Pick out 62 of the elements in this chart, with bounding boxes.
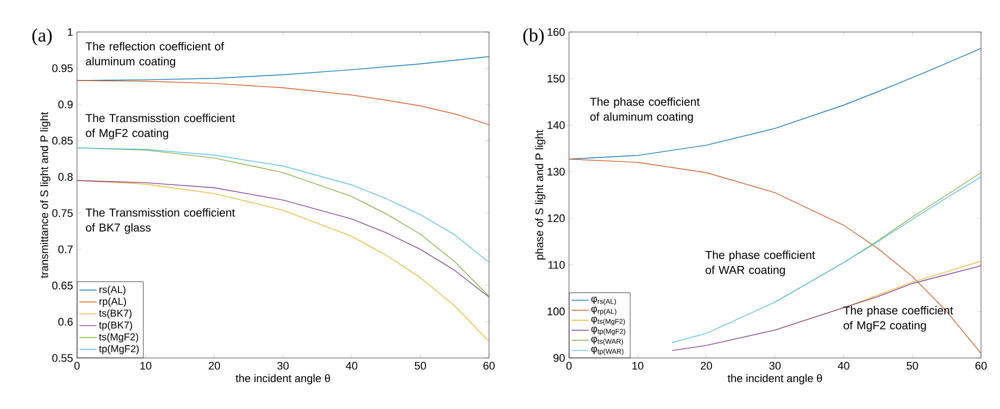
line-series — [568, 48, 982, 160]
legend-label: φ$_{ts(MgF2)}$ — [591, 316, 625, 326]
y-axis-title: transmittance of S light and P light — [40, 112, 50, 278]
annotation: The reflection coefficient of aluminum coating — [86, 42, 224, 68]
annotation: The phase coefficient of WAR coating — [705, 250, 816, 276]
y-tick-label: 0.9 — [58, 100, 73, 108]
legend-label: φ$_{ts(WAR)}$ — [591, 336, 624, 346]
x-axis-title: the incident angle θ — [728, 374, 822, 384]
chart-title: (b) — [523, 28, 544, 46]
x-tick-label: 0 — [74, 362, 80, 370]
y-tick-label: 120 — [548, 214, 565, 222]
y-tick-label: 130 — [548, 168, 565, 176]
line-series — [568, 158, 982, 354]
legend-label: ts(MgF2) — [99, 333, 138, 342]
y-tick-label: 90 — [553, 354, 565, 362]
legend-label: tp(MgF2) — [99, 344, 139, 354]
x-tick-label: 40 — [346, 362, 358, 370]
y-tick-label: 0.55 — [52, 354, 73, 362]
x-axis-title: the incident angle θ — [236, 374, 330, 384]
y-tick-label: 0.7 — [58, 245, 73, 254]
legend-label: rs(AL) — [100, 286, 126, 295]
annotation: The Transmisstion coefficient of BK7 glass — [86, 208, 235, 234]
y-tick-label: 140 — [548, 121, 565, 130]
x-tick-label: 20 — [700, 362, 712, 370]
x-tick-label: 50 — [414, 362, 426, 370]
y-tick-label: 1 — [68, 28, 73, 36]
line-series — [76, 80, 490, 126]
y-tick-label: 0.8 — [58, 173, 73, 181]
y-tick-label: 100 — [548, 308, 565, 316]
line-series — [76, 148, 490, 263]
y-tick-label: 0.65 — [52, 282, 73, 290]
x-tick-label: 60 — [483, 362, 495, 370]
chart-title: (a) — [32, 28, 52, 46]
y-tick-label: 150 — [548, 74, 565, 82]
line-series — [76, 180, 490, 298]
line-series — [672, 265, 982, 351]
x-tick-label: 20 — [208, 362, 220, 370]
x-tick-label: 40 — [838, 362, 850, 370]
y-tick-label: 0.85 — [52, 136, 73, 145]
legend-label: φ$_{rs(AL)}$ — [591, 296, 616, 306]
legend-label: ts(BK7) — [99, 309, 132, 319]
x-tick-label: 10 — [632, 362, 644, 370]
line-series — [672, 176, 982, 343]
y-tick-label: 160 — [548, 28, 565, 36]
annotation: The phase coefficient of aluminum coating — [590, 97, 700, 124]
x-tick-label: 0 — [566, 362, 572, 370]
x-tick-label: 10 — [140, 362, 152, 370]
legend-label: φ$_{tp(MgF2)}$ — [591, 326, 626, 336]
y-tick-label: 0.6 — [58, 318, 73, 326]
legend-label: tp(BK7) — [99, 321, 132, 331]
legend-label: φ$_{rp(AL)}$ — [591, 306, 616, 316]
y-tick-label: 0.75 — [52, 209, 73, 217]
annotation: The Transmisstion coefficient of MgF2 coating — [86, 114, 235, 140]
y-tick-label: 0.95 — [52, 64, 73, 72]
x-tick-label: 50 — [906, 362, 918, 370]
legend-label: rp(AL) — [100, 298, 126, 307]
legend-label: φ$_{tp(WAR)}$ — [591, 346, 624, 356]
x-tick-label: 30 — [769, 362, 781, 370]
x-tick-label: 60 — [975, 362, 987, 370]
x-tick-label: 30 — [277, 362, 289, 370]
y-tick-label: 110 — [548, 260, 565, 269]
y-axis-title: phase of S light and P light — [535, 130, 546, 260]
